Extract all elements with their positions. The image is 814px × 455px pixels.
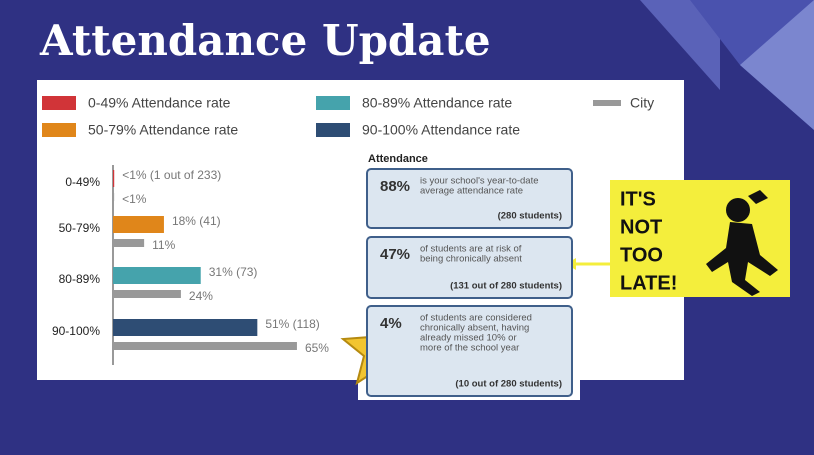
legend-label: 50-79% Attendance rate <box>88 122 238 138</box>
bar <box>113 342 297 350</box>
callout-text: TOO <box>620 244 663 266</box>
stat-value: 47% <box>380 246 410 263</box>
value-label: 31% (73) <box>209 265 258 279</box>
category-label: 90-100% <box>52 324 100 338</box>
bar <box>113 193 114 201</box>
legend-label: City <box>630 95 654 111</box>
callout-text: LATE! <box>620 272 677 294</box>
stat-text: being chronically absent <box>420 254 522 265</box>
stat-value: 4% <box>380 315 402 332</box>
value-label: 18% (41) <box>172 214 221 228</box>
value-label: <1% (1 out of 233) <box>122 168 221 182</box>
attendance-heading: Attendance <box>368 153 428 165</box>
bar <box>113 216 164 233</box>
stat-text: more of the school year <box>420 343 519 354</box>
legend-swatch <box>316 96 350 110</box>
callout-text: IT'S <box>620 188 656 210</box>
stat-text: average attendance rate <box>420 186 523 197</box>
legend-swatch <box>42 96 76 110</box>
legend-swatch <box>316 123 350 137</box>
legend-swatch <box>42 123 76 137</box>
stat-note: (10 out of 280 students) <box>455 379 562 390</box>
stat-note: (280 students) <box>498 211 562 222</box>
stat-value: 88% <box>380 178 410 195</box>
page: Attendance Update Attendance 0-49% Atten… <box>0 0 814 455</box>
legend-label: 80-89% Attendance rate <box>362 95 512 111</box>
category-label: 80-89% <box>59 272 101 286</box>
category-label: 0-49% <box>65 175 100 189</box>
stat-note: (131 out of 280 students) <box>450 281 562 292</box>
legend-swatch <box>593 100 621 106</box>
callout-text: NOT <box>620 216 662 238</box>
legend-label: 0-49% Attendance rate <box>88 95 231 111</box>
bar <box>113 319 257 336</box>
bar <box>113 239 144 247</box>
legend-label: 90-100% Attendance rate <box>362 122 520 138</box>
category-label: 50-79% <box>59 221 101 235</box>
value-label: 65% <box>305 341 329 355</box>
bar <box>113 267 201 284</box>
value-label: 11% <box>152 238 175 252</box>
slide-title: Attendance Update <box>39 16 491 65</box>
value-label: 24% <box>189 289 213 303</box>
bar <box>113 290 181 298</box>
slide: Attendance Update Attendance 0-49% Atten… <box>0 0 814 455</box>
value-label: 51% (118) <box>265 317 319 331</box>
value-label: <1% <box>122 192 147 206</box>
bar <box>113 170 114 187</box>
